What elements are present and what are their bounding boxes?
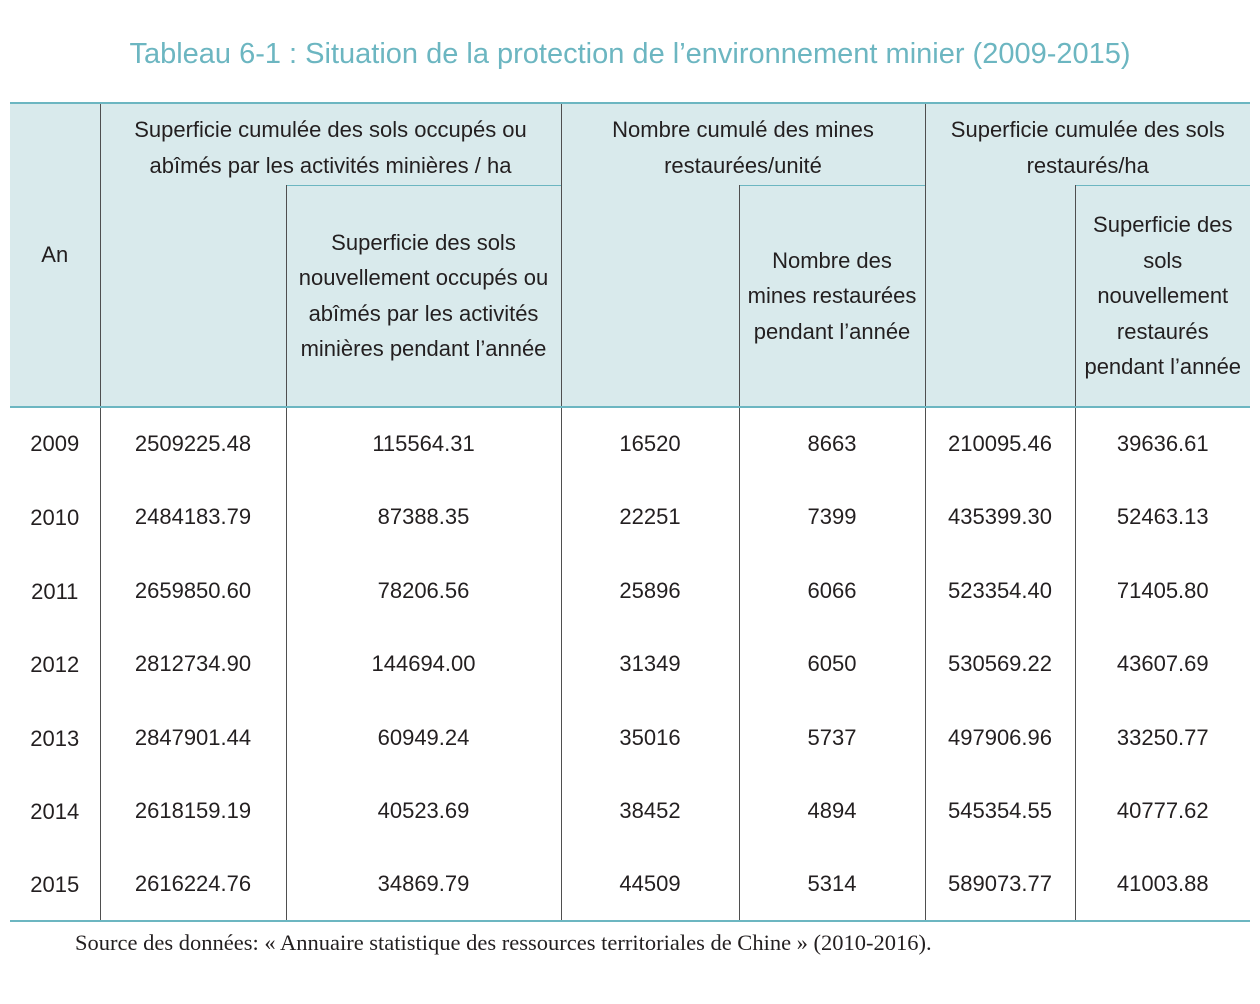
table-row: 2013 2847901.44 60949.24 35016 5737 4979… <box>10 700 1251 774</box>
cell-occupied-new: 34869.79 <box>285 847 562 922</box>
table-header: An Superficie cumulée des sols occupés o… <box>10 102 1251 408</box>
cell-restored-new: 71405.80 <box>1074 553 1251 628</box>
cell-occupied-new: 60949.24 <box>285 700 562 774</box>
table-row: 2012 2812734.90 144694.00 31349 6050 530… <box>10 627 1251 701</box>
cell-mines-new: 5737 <box>738 700 926 774</box>
cell-occupied-new: 115564.31 <box>285 407 562 481</box>
table-title: Tableau 6-1 : Situation de la protection… <box>129 38 1131 70</box>
header-sub-new-occupied: Superficie des sols nouvellement occupés… <box>285 184 562 408</box>
cell-mines-new: 7399 <box>738 480 926 554</box>
cell-occupied-total: 2812734.90 <box>99 627 287 701</box>
cell-restored-new: 40777.62 <box>1074 773 1251 848</box>
cell-occupied-new: 78206.56 <box>285 553 562 628</box>
cell-mines-total: 22251 <box>560 480 740 554</box>
cell-mines-total: 16520 <box>560 407 740 481</box>
cell-mines-total: 31349 <box>560 627 740 701</box>
cell-occupied-total: 2847901.44 <box>99 700 287 774</box>
header-group-restored-area: Superficie cumulée des sols restaurés/ha <box>924 102 1251 185</box>
header-sub-new-restored: Superficie des sols nouvellement restaur… <box>1074 184 1251 408</box>
cell-restored-total: 545354.55 <box>924 773 1076 848</box>
cell-restored-total: 589073.77 <box>924 847 1076 922</box>
cell-occupied-new: 87388.35 <box>285 480 562 554</box>
cell-restored-new: 41003.88 <box>1074 847 1251 922</box>
source-note: Source des données: « Annuaire statistiq… <box>75 930 932 955</box>
cell-occupied-total: 2616224.76 <box>99 847 287 922</box>
cell-occupied-total: 2509225.48 <box>99 407 287 481</box>
table-row: 2010 2484183.79 87388.35 22251 7399 4353… <box>10 480 1251 554</box>
cell-restored-new: 33250.77 <box>1074 700 1251 774</box>
cell-mines-total: 44509 <box>560 847 740 922</box>
cell-year: 2010 <box>10 480 101 554</box>
cell-year: 2015 <box>10 847 101 922</box>
cell-restored-total: 530569.22 <box>924 627 1076 701</box>
cell-restored-total: 523354.40 <box>924 553 1076 628</box>
cell-occupied-total: 2659850.60 <box>99 553 287 628</box>
table-body: 2009 2509225.48 115564.31 16520 8663 210… <box>10 407 1251 922</box>
cell-mines-new: 5314 <box>738 847 926 922</box>
cell-year: 2014 <box>10 773 101 848</box>
cell-occupied-total: 2618159.19 <box>99 773 287 848</box>
cell-mines-total: 25896 <box>560 553 740 628</box>
header-sub-new-mines: Nombre des mines restaurées pendant l’an… <box>738 184 926 408</box>
cell-restored-total: 497906.96 <box>924 700 1076 774</box>
header-blank-2 <box>560 185 740 408</box>
cell-mines-new: 6066 <box>738 553 926 628</box>
header-group-occupied-area: Superficie cumulée des sols occupés ou a… <box>99 102 562 185</box>
cell-mines-new: 8663 <box>738 407 926 481</box>
cell-restored-total: 210095.46 <box>924 407 1076 481</box>
table-row: 2015 2616224.76 34869.79 44509 5314 5890… <box>10 847 1251 922</box>
cell-mines-new: 6050 <box>738 627 926 701</box>
table-row: 2011 2659850.60 78206.56 25896 6066 5233… <box>10 553 1251 628</box>
cell-restored-total: 435399.30 <box>924 480 1076 554</box>
header-group-restored-mines: Nombre cumulé des mines restaurées/unité <box>560 102 926 185</box>
cell-year: 2009 <box>10 407 101 481</box>
cell-year: 2012 <box>10 627 101 701</box>
cell-mines-new: 4894 <box>738 773 926 848</box>
cell-restored-new: 39636.61 <box>1074 407 1251 481</box>
cell-year: 2013 <box>10 700 101 774</box>
header-blank-1 <box>100 185 287 408</box>
table-row: 2009 2509225.48 115564.31 16520 8663 210… <box>10 407 1251 481</box>
header-year: An <box>10 102 101 408</box>
cell-mines-total: 38452 <box>560 773 740 848</box>
header-blank-3 <box>924 185 1076 408</box>
cell-occupied-new: 40523.69 <box>285 773 562 848</box>
cell-restored-new: 43607.69 <box>1074 627 1251 701</box>
cell-year: 2011 <box>10 553 101 628</box>
data-table: An Superficie cumulée des sols occupés o… <box>10 102 1251 922</box>
cell-mines-total: 35016 <box>560 700 740 774</box>
cell-occupied-total: 2484183.79 <box>99 480 287 554</box>
table-row: 2014 2618159.19 40523.69 38452 4894 5453… <box>10 773 1251 848</box>
cell-occupied-new: 144694.00 <box>285 627 562 701</box>
cell-restored-new: 52463.13 <box>1074 480 1251 554</box>
